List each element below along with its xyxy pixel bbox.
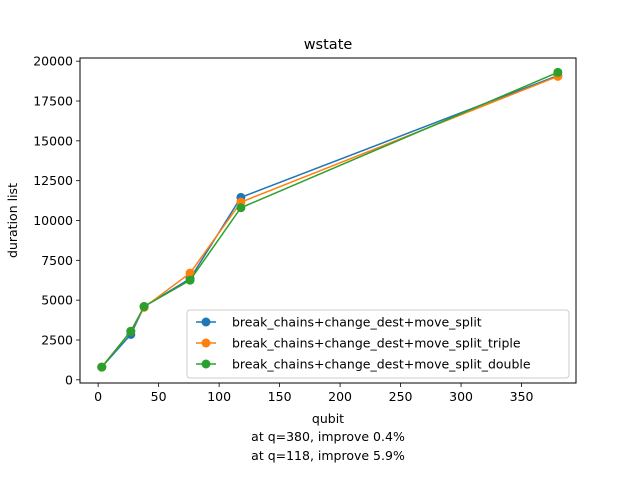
x-tick-label: 350 xyxy=(510,389,534,404)
y-tick-label: 10000 xyxy=(33,213,73,228)
y-axis: 0 2500 5000 7500 10000 12500 15000 17500 20000 xyxy=(33,54,80,387)
y-axis-label: duration list xyxy=(5,183,20,258)
annotation-2: at q=118, improve 5.9% xyxy=(251,448,405,463)
y-tick-label: 17500 xyxy=(33,94,73,109)
x-axis-label: qubit xyxy=(312,411,344,426)
series-3-point xyxy=(139,302,149,312)
legend-label-2: break_chains+change_dest+move_split_trip… xyxy=(232,336,521,351)
x-tick-label: 150 xyxy=(268,389,292,404)
y-tick-label: 2500 xyxy=(41,332,73,347)
x-tick-label: 300 xyxy=(449,389,473,404)
y-tick-label: 5000 xyxy=(41,293,73,308)
plot-area xyxy=(97,67,563,372)
legend-marker-1 xyxy=(201,317,211,327)
series-line-3 xyxy=(101,71,559,368)
annotation-1: at q=380, improve 0.4% xyxy=(251,429,405,444)
legend-label-1: break_chains+change_dest+move_split xyxy=(232,315,482,330)
y-tick-label: 0 xyxy=(65,372,73,387)
y-tick-label: 20000 xyxy=(33,54,73,69)
y-tick-label: 12500 xyxy=(33,173,73,188)
x-tick-label: 0 xyxy=(94,389,102,404)
chart-title: wstate xyxy=(304,37,353,53)
y-tick-label: 7500 xyxy=(41,253,73,268)
legend-label-3: break_chains+change_dest+move_split_doub… xyxy=(232,357,531,372)
x-tick-label: 200 xyxy=(328,389,352,404)
series-2-point xyxy=(185,268,195,278)
series-3-point xyxy=(236,203,246,213)
x-tick-label: 100 xyxy=(207,389,231,404)
y-tick-label: 15000 xyxy=(33,133,73,148)
x-axis: 0 50 100 150 200 250 300 350 xyxy=(94,383,534,404)
series-3-point xyxy=(97,362,107,372)
legend-box xyxy=(186,309,570,379)
x-tick-label: 250 xyxy=(389,389,413,404)
series-3-point xyxy=(185,275,195,285)
x-tick-label: 50 xyxy=(151,389,167,404)
legend: break_chains+change_dest+move_splitbreak… xyxy=(186,309,570,379)
series-3-point xyxy=(553,67,563,77)
legend-marker-2 xyxy=(201,338,211,348)
legend-marker-3 xyxy=(201,359,211,369)
series-3-point xyxy=(126,326,136,336)
